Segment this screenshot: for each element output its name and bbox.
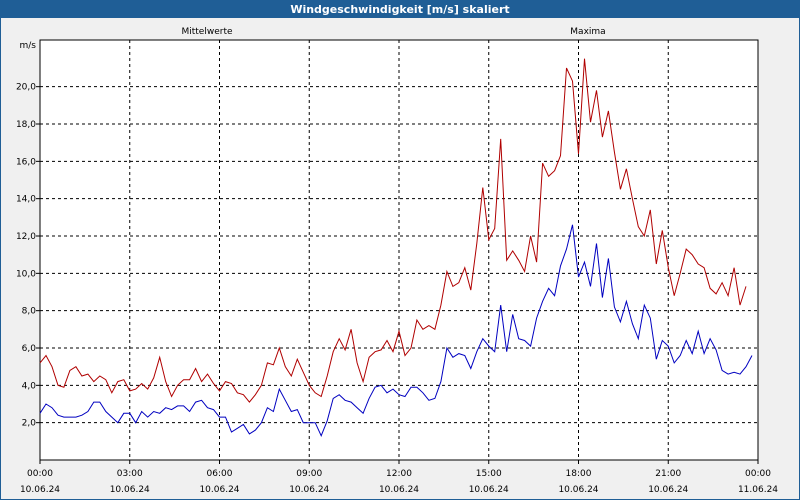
y-tick-labels: 2,0 4,0 6,0 8,0 10,0 12,0 14,0 16,0 18,0 20,0 [16,83,40,429]
x-tick-date: 10.06.24 [558,485,598,495]
x-tick-date: 10.06.24 [648,485,688,495]
y-tick-label: 6,0 [22,344,37,354]
series-lines [39,58,753,437]
y-tick-label: 14,0 [16,195,36,205]
series-line-mittelwerte [39,224,753,437]
x-tick-time: 00:00 [745,469,771,479]
legend-mittelwerte: Mittelwerte [181,27,232,37]
y-tick-label: 10,0 [16,269,36,279]
x-tick-date: 10.06.24 [20,485,60,495]
y-tick-label: 20,0 [16,83,36,93]
x-tick-date: 10.06.24 [469,485,509,495]
x-tick-labels: 00:00 10.06.24 03:00 10.06.24 06:00 10.06.24 0… [20,460,778,495]
x-tick-time: 21:00 [655,469,681,479]
y-tick-label: 8,0 [22,307,37,317]
x-tick-time: 18:00 [566,469,592,479]
x-tick-time: 09:00 [296,469,322,479]
x-tick-time: 06:00 [207,469,233,479]
y-tick-label: 12,0 [16,232,36,242]
y-axis-label: m/s [20,41,37,51]
legend-maxima: Maxima [570,27,605,37]
y-tick-label: 16,0 [16,157,36,167]
x-tick-date: 10.06.24 [199,485,239,495]
x-tick-time: 03:00 [117,469,143,479]
x-tick-time: 00:00 [27,469,53,479]
x-tick-date: 11.06.24 [738,485,778,495]
x-tick-time: 12:00 [386,469,412,479]
y-tick-label: 18,0 [16,120,36,130]
y-tick-label: 2,0 [22,419,37,429]
x-tick-date: 10.06.24 [379,485,419,495]
y-tick-label: 4,0 [22,381,37,391]
x-tick-date: 10.06.24 [289,485,329,495]
series-line-maxima [39,58,747,403]
x-tick-time: 15:00 [476,469,502,479]
window-title: Windgeschwindigkeit [m/s] skaliert [1,1,799,18]
x-tick-date: 10.06.24 [110,485,150,495]
